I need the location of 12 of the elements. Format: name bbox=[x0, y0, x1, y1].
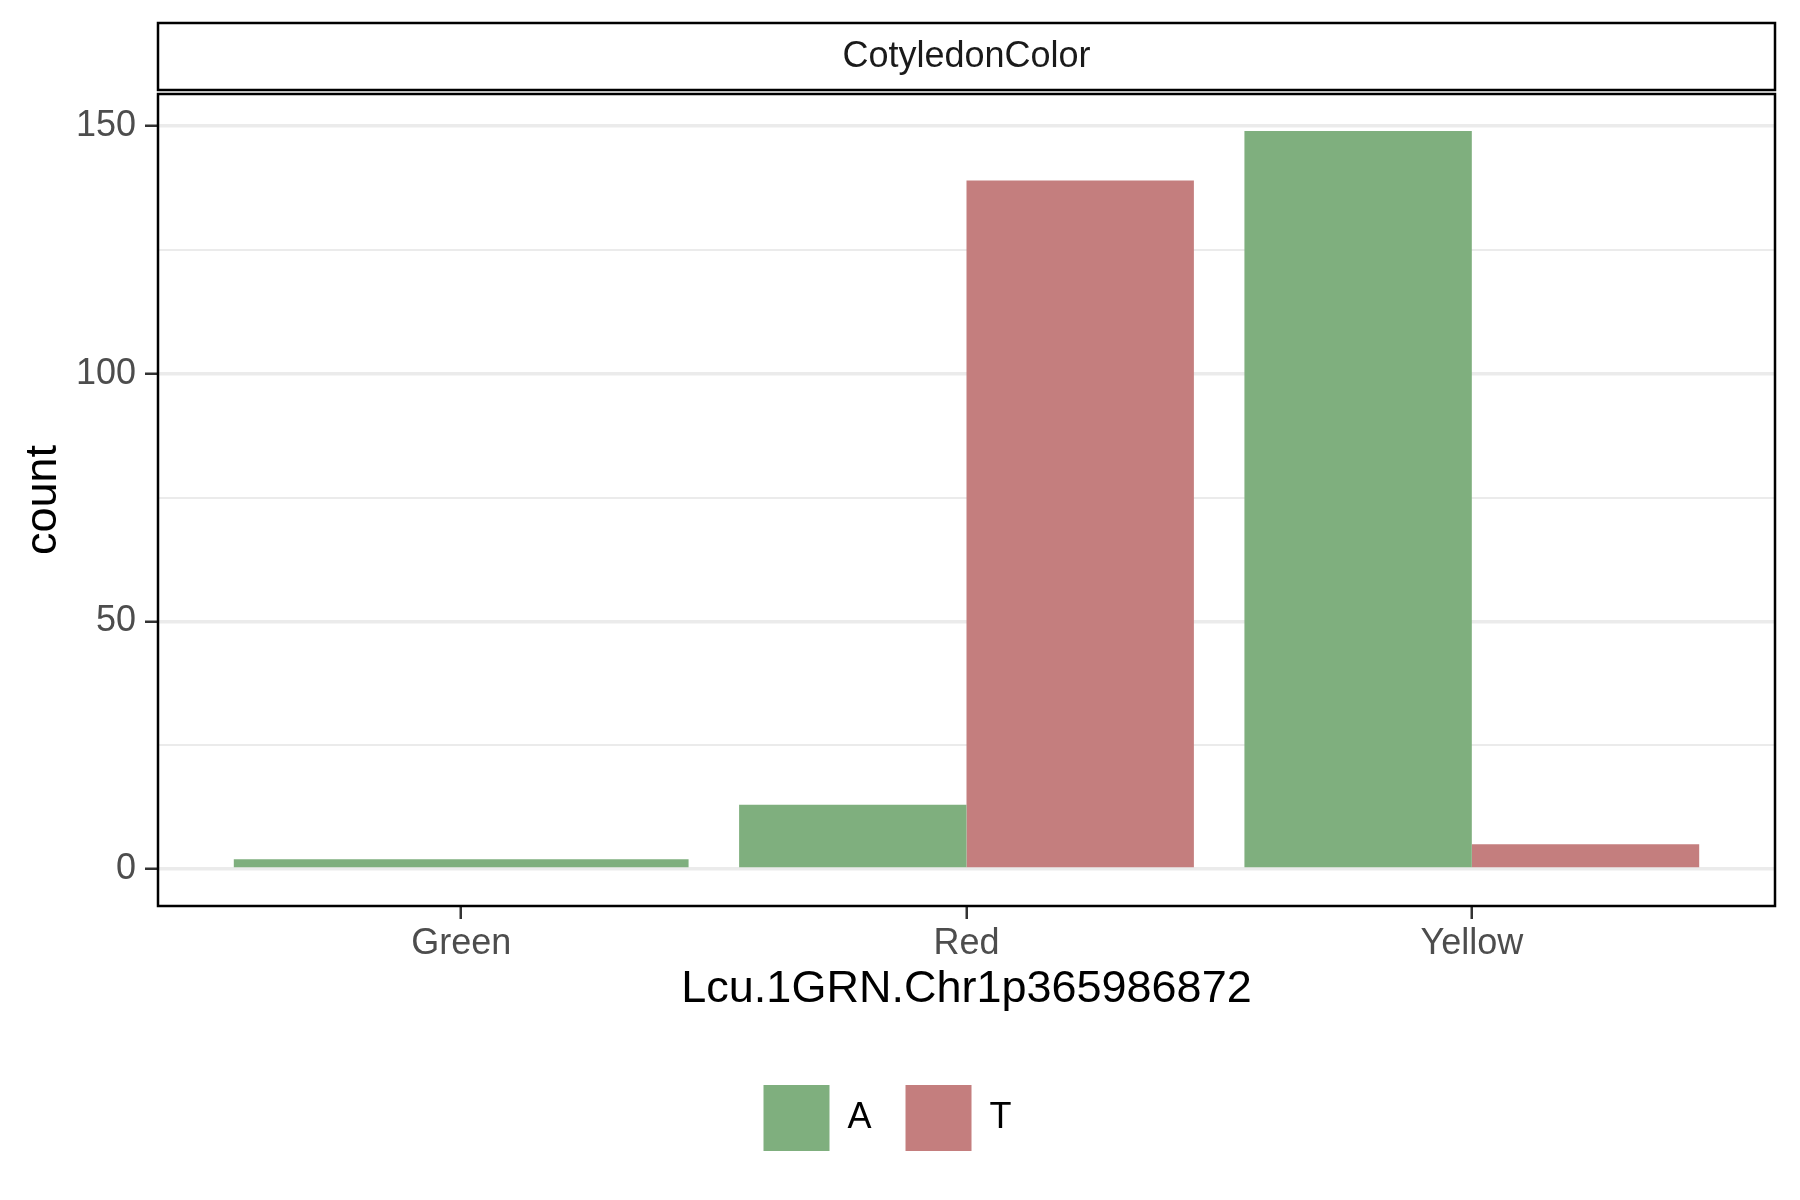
legend-label: T bbox=[989, 1094, 1012, 1136]
y-tick-label: 100 bbox=[75, 350, 136, 392]
x-tick-label: Green bbox=[411, 920, 512, 962]
y-tick-label: 0 bbox=[115, 846, 136, 888]
chart-title: CotyledonColor bbox=[842, 34, 1091, 76]
y-axis-title: count bbox=[15, 444, 67, 556]
y-tick-label: 50 bbox=[95, 598, 136, 640]
legend-label: A bbox=[847, 1094, 872, 1136]
y-tick-label: 150 bbox=[75, 102, 136, 144]
x-axis-title: Lcu.1GRN.Chr1p365986872 bbox=[681, 961, 1252, 1013]
x-tick-label: Yellow bbox=[1420, 920, 1525, 962]
x-tick-label: Red bbox=[933, 920, 1000, 962]
